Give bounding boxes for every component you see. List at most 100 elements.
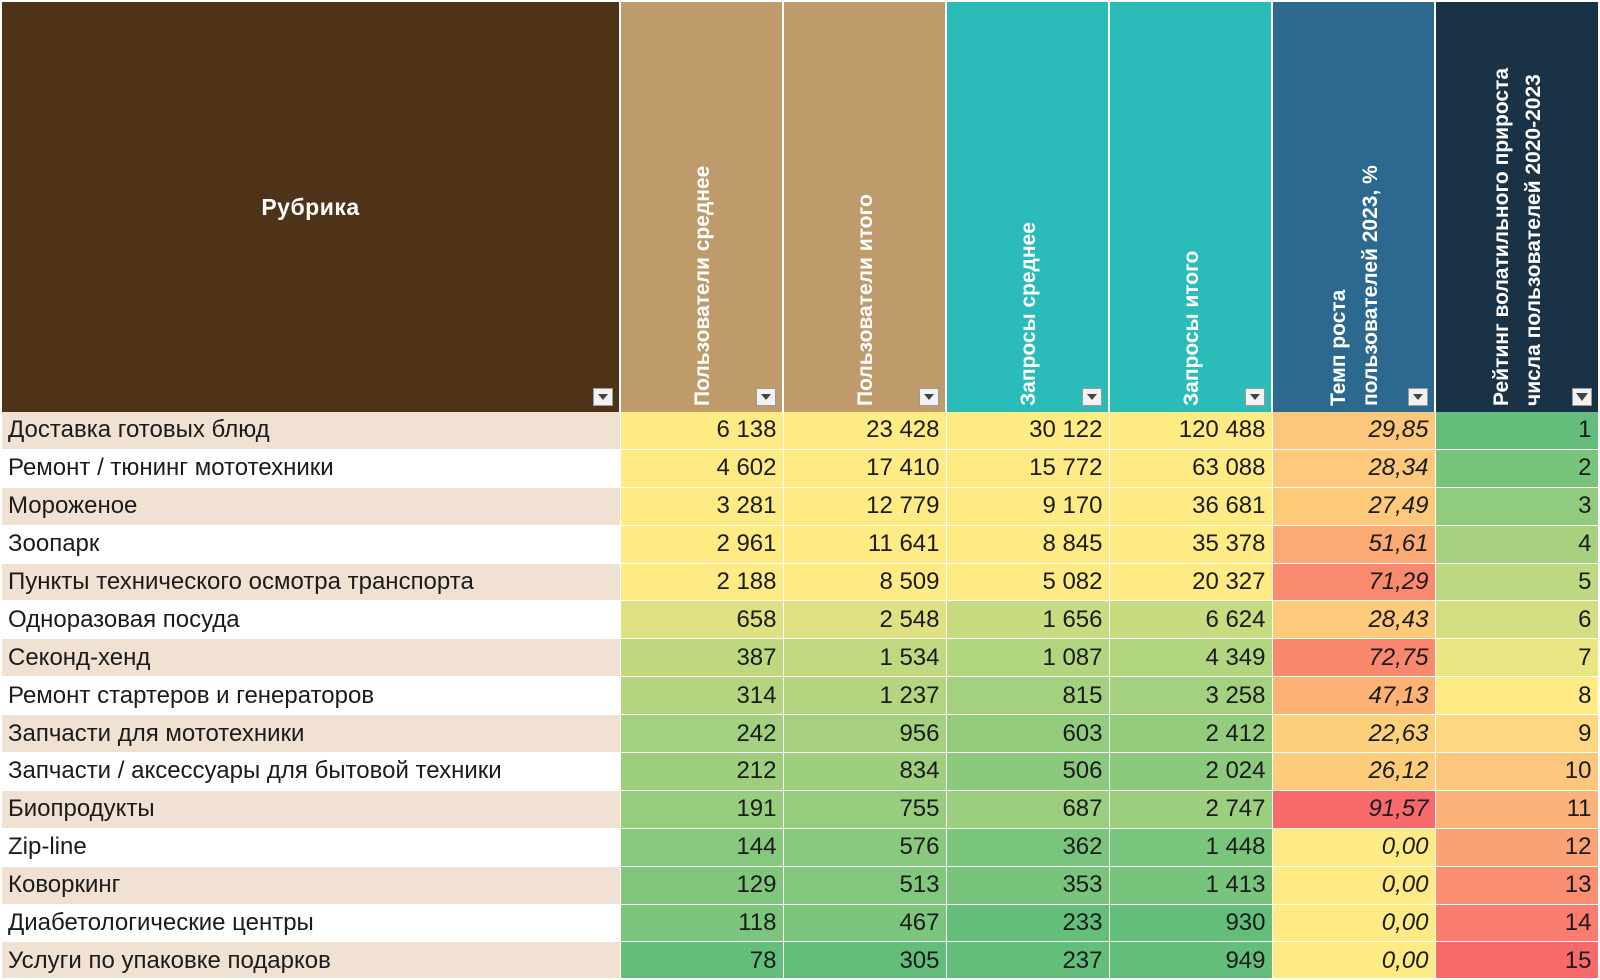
cell-users-avg[interactable]: 242 — [620, 714, 784, 754]
cell-name[interactable]: Услуги по упаковке подарков — [2, 941, 621, 978]
cell-requests-avg[interactable]: 8 845 — [946, 525, 1110, 564]
cell-users-avg[interactable]: 191 — [620, 790, 784, 829]
cell-requests-avg[interactable]: 603 — [946, 714, 1110, 754]
cell-rank[interactable]: 10 — [1435, 752, 1598, 791]
cell-users-total[interactable]: 23 428 — [783, 412, 947, 450]
cell-users-avg[interactable]: 212 — [620, 752, 784, 791]
cell-requests-total[interactable]: 6 624 — [1109, 600, 1273, 640]
filter-dropdown-users-total-icon[interactable] — [919, 388, 939, 406]
cell-growth[interactable]: 29,85 — [1272, 412, 1436, 450]
cell-rank[interactable]: 6 — [1435, 600, 1598, 640]
cell-users-avg[interactable]: 78 — [620, 941, 784, 978]
cell-growth[interactable]: 27,49 — [1272, 487, 1436, 526]
cell-growth[interactable]: 47,13 — [1272, 676, 1436, 716]
cell-requests-total[interactable]: 35 378 — [1109, 525, 1273, 564]
cell-requests-avg[interactable]: 506 — [946, 752, 1110, 791]
cell-name[interactable]: Доставка готовых блюд — [2, 412, 621, 450]
cell-rank[interactable]: 1 — [1435, 412, 1598, 450]
cell-users-total[interactable]: 956 — [783, 714, 947, 754]
cell-users-total[interactable]: 755 — [783, 790, 947, 829]
cell-name[interactable]: Ремонт стартеров и генераторов — [2, 676, 621, 716]
cell-requests-avg[interactable]: 362 — [946, 828, 1110, 867]
cell-name[interactable]: Коворкинг — [2, 866, 621, 905]
cell-rank[interactable]: 5 — [1435, 563, 1598, 602]
cell-growth[interactable]: 0,00 — [1272, 828, 1436, 867]
cell-rank[interactable]: 13 — [1435, 866, 1598, 905]
cell-requests-avg[interactable]: 9 170 — [946, 487, 1110, 526]
cell-users-total[interactable]: 11 641 — [783, 525, 947, 564]
cell-name[interactable]: Секонд-хенд — [2, 638, 621, 678]
cell-name[interactable]: Биопродукты — [2, 790, 621, 829]
cell-rank[interactable]: 8 — [1435, 676, 1598, 716]
cell-name[interactable]: Зоопарк — [2, 525, 621, 564]
cell-users-avg[interactable]: 387 — [620, 638, 784, 678]
cell-name[interactable]: Zip-line — [2, 828, 621, 867]
cell-requests-total[interactable]: 120 488 — [1109, 412, 1273, 450]
cell-users-avg[interactable]: 4 602 — [620, 449, 784, 488]
filter-dropdown-rubric-icon[interactable] — [593, 388, 613, 406]
cell-requests-total[interactable]: 63 088 — [1109, 449, 1273, 488]
cell-rank[interactable]: 15 — [1435, 941, 1598, 978]
cell-users-total[interactable]: 305 — [783, 941, 947, 978]
cell-rank[interactable]: 9 — [1435, 714, 1598, 754]
cell-users-avg[interactable]: 144 — [620, 828, 784, 867]
cell-name[interactable]: Запчасти для мототехники — [2, 714, 621, 754]
cell-growth[interactable]: 28,34 — [1272, 449, 1436, 488]
cell-users-total[interactable]: 1 534 — [783, 638, 947, 678]
cell-users-avg[interactable]: 314 — [620, 676, 784, 716]
cell-rank[interactable]: 2 — [1435, 449, 1598, 488]
cell-requests-avg[interactable]: 1 087 — [946, 638, 1110, 678]
cell-name[interactable]: Мороженое — [2, 487, 621, 526]
filter-dropdown-requests-avg-icon[interactable] — [1082, 388, 1102, 406]
cell-name[interactable]: Пункты технического осмотра транспорта — [2, 563, 621, 602]
cell-users-avg[interactable]: 3 281 — [620, 487, 784, 526]
cell-rank[interactable]: 3 — [1435, 487, 1598, 526]
cell-growth[interactable]: 0,00 — [1272, 866, 1436, 905]
cell-requests-total[interactable]: 2 024 — [1109, 752, 1273, 791]
cell-rank[interactable]: 4 — [1435, 525, 1598, 564]
cell-users-total[interactable]: 834 — [783, 752, 947, 791]
cell-requests-total[interactable]: 2 412 — [1109, 714, 1273, 754]
cell-users-avg[interactable]: 658 — [620, 600, 784, 640]
cell-users-avg[interactable]: 2 188 — [620, 563, 784, 602]
cell-requests-total[interactable]: 4 349 — [1109, 638, 1273, 678]
cell-requests-total[interactable]: 36 681 — [1109, 487, 1273, 526]
cell-requests-total[interactable]: 930 — [1109, 904, 1273, 943]
cell-growth[interactable]: 0,00 — [1272, 941, 1436, 978]
cell-requests-avg[interactable]: 233 — [946, 904, 1110, 943]
cell-growth[interactable]: 72,75 — [1272, 638, 1436, 678]
cell-name[interactable]: Диабетологические центры — [2, 904, 621, 943]
cell-growth[interactable]: 91,57 — [1272, 790, 1436, 829]
filter-dropdown-users-avg-icon[interactable] — [756, 388, 776, 406]
cell-requests-total[interactable]: 3 258 — [1109, 676, 1273, 716]
cell-rank[interactable]: 14 — [1435, 904, 1598, 943]
cell-users-total[interactable]: 17 410 — [783, 449, 947, 488]
cell-requests-total[interactable]: 949 — [1109, 941, 1273, 978]
cell-requests-total[interactable]: 1 413 — [1109, 866, 1273, 905]
cell-users-avg[interactable]: 118 — [620, 904, 784, 943]
cell-rank[interactable]: 12 — [1435, 828, 1598, 867]
cell-users-total[interactable]: 12 779 — [783, 487, 947, 526]
cell-name[interactable]: Одноразовая посуда — [2, 600, 621, 640]
cell-growth[interactable]: 26,12 — [1272, 752, 1436, 791]
cell-users-avg[interactable]: 2 961 — [620, 525, 784, 564]
cell-requests-avg[interactable]: 687 — [946, 790, 1110, 829]
cell-requests-avg[interactable]: 5 082 — [946, 563, 1110, 602]
cell-users-total[interactable]: 2 548 — [783, 600, 947, 640]
cell-users-total[interactable]: 8 509 — [783, 563, 947, 602]
cell-growth[interactable]: 22,63 — [1272, 714, 1436, 754]
cell-growth[interactable]: 51,61 — [1272, 525, 1436, 564]
cell-users-total[interactable]: 1 237 — [783, 676, 947, 716]
cell-requests-avg[interactable]: 353 — [946, 866, 1110, 905]
cell-requests-avg[interactable]: 30 122 — [946, 412, 1110, 450]
cell-requests-avg[interactable]: 15 772 — [946, 449, 1110, 488]
cell-growth[interactable]: 71,29 — [1272, 563, 1436, 602]
cell-requests-avg[interactable]: 815 — [946, 676, 1110, 716]
filter-active-rank-icon[interactable] — [1572, 388, 1592, 406]
cell-rank[interactable]: 11 — [1435, 790, 1598, 829]
cell-requests-avg[interactable]: 237 — [946, 941, 1110, 978]
filter-dropdown-requests-total-icon[interactable] — [1245, 388, 1265, 406]
filter-dropdown-growth-icon[interactable] — [1408, 388, 1428, 406]
cell-requests-avg[interactable]: 1 656 — [946, 600, 1110, 640]
cell-growth[interactable]: 0,00 — [1272, 904, 1436, 943]
